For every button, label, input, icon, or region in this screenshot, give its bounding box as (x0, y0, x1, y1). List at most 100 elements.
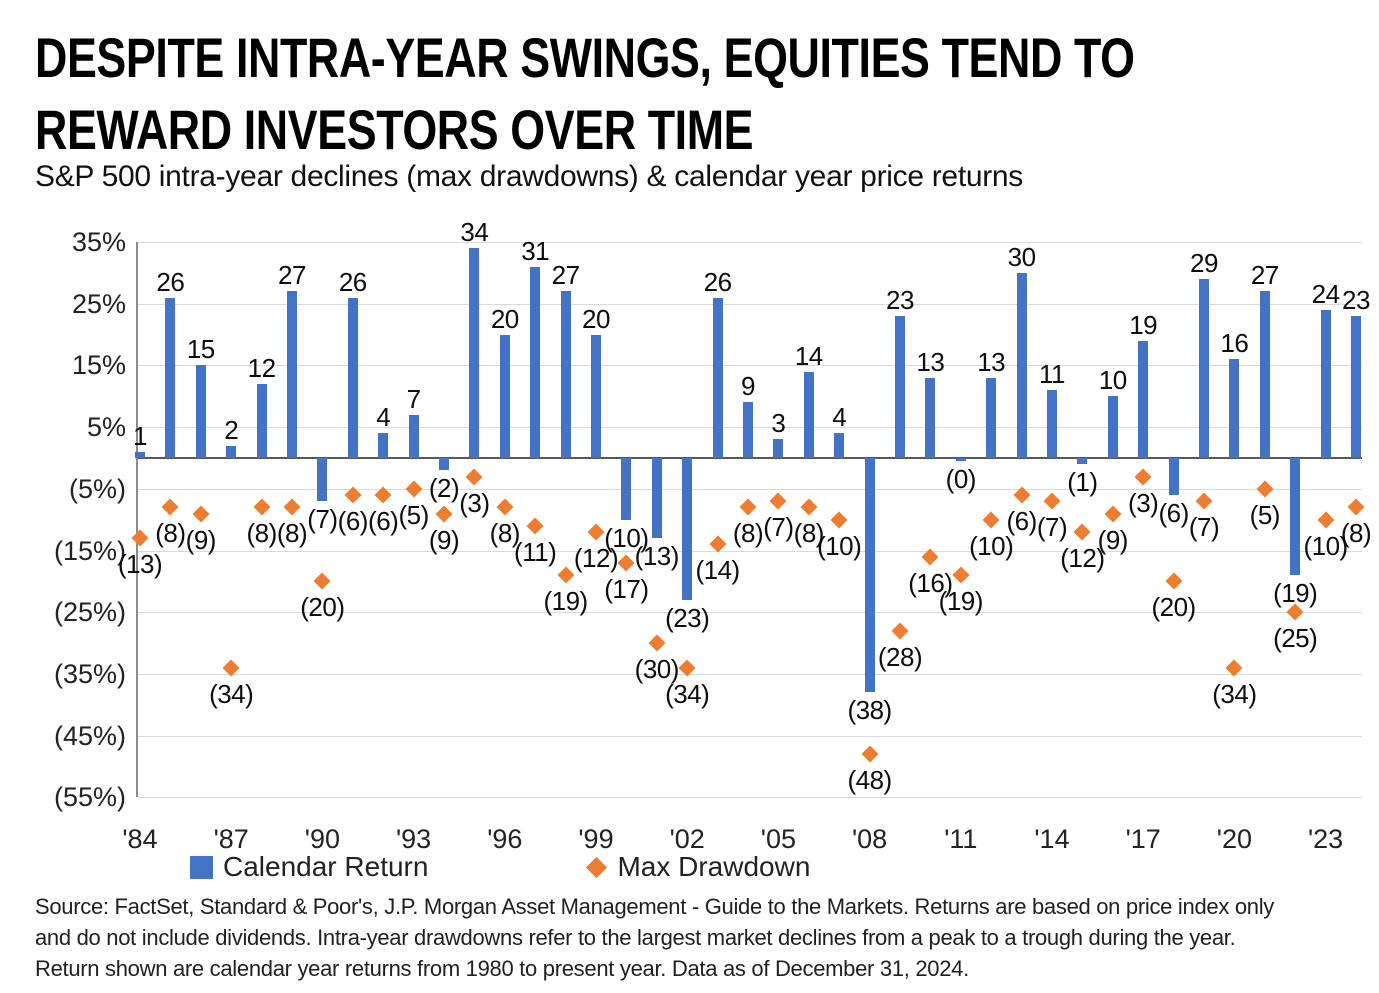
max-drawdown-label-1996: (8) (489, 518, 521, 549)
calendar-return-label-1992: 4 (376, 402, 391, 433)
max-drawdown-label-2018: (20) (1151, 592, 1196, 623)
calendar-return-label-2009: 23 (886, 285, 914, 316)
max-drawdown-label-1988: (8) (246, 518, 277, 549)
calendar-return-label-1998: 27 (551, 260, 580, 291)
max-drawdown-label-2012: (10) (969, 530, 1014, 561)
max-drawdown-label-1997: (11) (514, 536, 557, 567)
max-drawdown-label-2017: (3) (1128, 487, 1159, 518)
y-axis-tick-label: 35% (71, 227, 126, 257)
y-axis-tick-label: 25% (71, 289, 126, 319)
calendar-return-bar-1984 (135, 451, 145, 458)
x-axis-tick-label-08: '08 (852, 824, 888, 854)
y-axis-tick-label: (45%) (53, 721, 126, 751)
x-axis-tick-label-14: '14 (1034, 824, 1070, 854)
calendar-return-label-1994: (2) (428, 473, 460, 504)
legend-item-calendar-return: Calendar Return (190, 851, 428, 883)
max-drawdown-label-1985: (8) (155, 518, 186, 549)
max-drawdown-label-2001: (30) (634, 654, 680, 684)
calendar-return-bar-1995 (469, 248, 480, 458)
x-axis-tick-label-87: '87 (213, 824, 249, 854)
max-drawdown-label-1987: (34) (209, 678, 254, 709)
calendar-return-label-2013: 30 (1007, 241, 1036, 272)
calendar-return-bar-1993 (408, 414, 419, 458)
calendar-return-bar-2009 (895, 316, 905, 458)
calendar-return-bar-2013 (1016, 272, 1027, 458)
calendar-return-label-2017: 19 (1129, 309, 1158, 340)
source-note-line-2: and do not include dividends. Intra-year… (35, 925, 1236, 950)
calendar-return-label-2014: 11 (1039, 359, 1066, 390)
calendar-return-label-2022: (19) (1273, 578, 1318, 609)
calendar-return-bar-1999 (591, 334, 601, 458)
calendar-return-label-2019: 29 (1190, 248, 1218, 279)
source-note-line-1: Source: FactSet, Standard & Poor's, J.P.… (35, 894, 1274, 919)
calendar-return-bar-2007 (834, 433, 845, 458)
calendar-return-label-1988: 12 (247, 352, 276, 383)
y-axis-tick-label: 15% (71, 350, 126, 380)
max-drawdown-label-2013: (6) (1006, 506, 1037, 536)
calendar-return-label-2012: 13 (977, 346, 1006, 377)
gridline--55 (137, 797, 1362, 798)
calendar-return-label-1991: 26 (338, 266, 367, 297)
max-drawdown-label-1989: (8) (276, 518, 308, 549)
calendar-return-label-2003: 26 (703, 266, 732, 297)
max-drawdown-marker-2021 (1256, 480, 1274, 498)
max-drawdown-label-1995: (3) (459, 487, 490, 518)
gridline--5 (137, 489, 1362, 490)
calendar-return-bar-1996 (499, 334, 510, 458)
calendar-return-label-2011: (0) (945, 464, 977, 494)
page-title-line-1: DESPITE INTRA-YEAR SWINGS, EQUITIES TEND… (35, 26, 1135, 89)
calendar-return-label-2007: 4 (832, 402, 847, 433)
calendar-return-label-2001: (13) (634, 541, 680, 572)
calendar-return-bar-2022 (1290, 458, 1301, 576)
calendar-return-label-1984: 1 (133, 420, 147, 451)
y-axis-tick-label: (5%) (68, 474, 126, 504)
calendar-return-label-1986: 15 (186, 334, 215, 365)
calendar-return-bar-2005 (773, 439, 784, 458)
calendar-return-label-1995: 34 (460, 217, 489, 248)
max-drawdown-label-2008: (48) (847, 765, 892, 796)
max-drawdown-marker-2009 (891, 622, 909, 640)
calendar-return-label-1999: 20 (582, 303, 610, 334)
max-drawdown-label-2002: (34) (665, 678, 710, 709)
calendar-return-bar-2019 (1199, 279, 1209, 458)
calendar-return-bar-2020 (1229, 359, 1240, 458)
max-drawdown-label-2006: (8) (793, 518, 825, 549)
max-drawdown-label-2004: (8) (732, 518, 764, 549)
x-axis-tick-label-84: '84 (122, 824, 158, 854)
source-note: Source: FactSet, Standard & Poor's, J.P.… (35, 891, 1274, 984)
calendar-return-label-1987: 2 (224, 414, 239, 445)
calendar-return-bar-swatch-icon (190, 855, 213, 879)
max-drawdown-marker-2001 (648, 634, 666, 652)
gridline--35 (137, 674, 1362, 675)
max-drawdown-label-1992: (6) (368, 506, 399, 536)
max-drawdown-label-1993: (5) (398, 499, 429, 530)
max-drawdown-label-1990: (20) (300, 592, 345, 623)
max-drawdown-marker-2008 (861, 745, 879, 763)
max-drawdown-diamond-icon (586, 856, 608, 878)
calendar-return-label-2010: 13 (916, 346, 945, 377)
max-drawdown-label-2020: (34) (1212, 678, 1257, 709)
x-axis-tick-label-90: '90 (304, 824, 340, 854)
x-axis-tick-label-02: '02 (669, 824, 705, 854)
y-axis-tick-label: 5% (86, 412, 126, 442)
calendar-return-label-1985: 26 (156, 266, 185, 297)
calendar-return-bar-2018 (1168, 458, 1179, 495)
calendar-return-bar-1991 (347, 297, 358, 458)
calendar-return-bar-1987 (226, 445, 237, 458)
calendar-return-bar-1985 (165, 297, 176, 458)
calendar-return-label-2018: (6) (1158, 498, 1189, 528)
calendar-return-label-1997: 31 (521, 235, 550, 266)
calendar-return-bar-2012 (986, 377, 997, 458)
max-drawdown-marker-1988 (253, 498, 271, 516)
max-drawdown-label-1986: (9) (185, 524, 217, 555)
calendar-return-label-2006: 14 (794, 340, 823, 371)
calendar-return-bar-2003 (712, 297, 723, 458)
gridline--25 (137, 612, 1362, 613)
calendar-return-bar-1989 (287, 291, 297, 458)
calendar-return-label-1996: 20 (490, 303, 519, 334)
max-drawdown-label-1994: (9) (428, 524, 460, 555)
max-drawdown-label-1998: (19) (543, 586, 588, 617)
gridline-25 (137, 304, 1362, 305)
